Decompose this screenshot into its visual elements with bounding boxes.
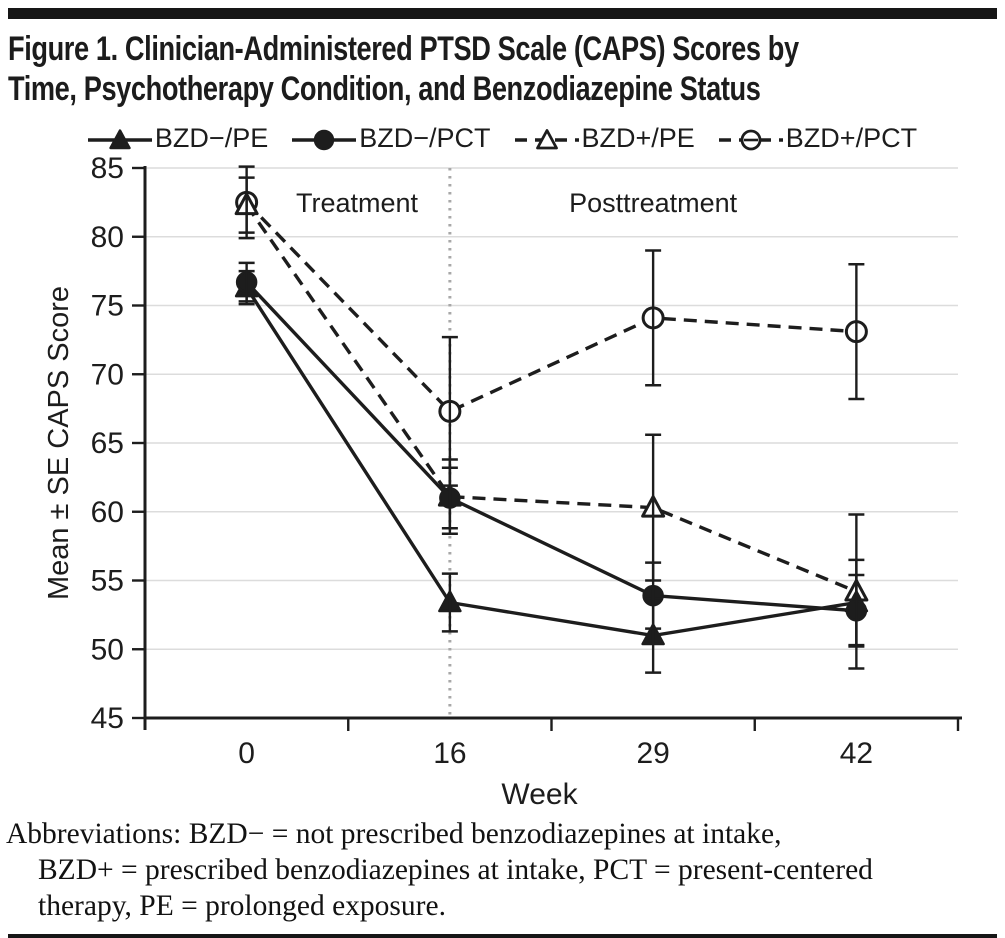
y-tick-label: 50 [91, 633, 124, 666]
legend-marker-bzd-plus-pct-icon [718, 129, 783, 151]
legend-label-bzd-plus-pe: BZD+/PE [581, 123, 695, 154]
legend-label-bzd-plus-pct: BZD+/PCT [785, 123, 918, 154]
x-tick-label: 42 [840, 737, 873, 770]
y-tick-label: 85 [91, 154, 124, 185]
y-axis-ticks-and-labels: 45 50 55 60 65 70 75 80 85 [91, 152, 145, 735]
error-bars [238, 165, 865, 675]
legend-item-bzd-minus-pe: BZD−/PE [87, 123, 269, 154]
abbreviations-line-1: Abbreviations: BZD− = not prescribed ben… [6, 818, 782, 851]
abbreviations-line-2: BZD+ = prescribed benzodiazepines at int… [38, 854, 873, 887]
y-tick-label: 60 [91, 496, 124, 529]
y-tick-label: 45 [91, 702, 124, 735]
bottom-rule [8, 934, 997, 938]
y-tick-label: 65 [91, 427, 124, 460]
x-tick-label: 16 [433, 737, 466, 770]
abbreviations-note: Abbreviations: BZD− = not prescribed ben… [6, 817, 995, 925]
legend-marker-bzd-plus-pe-icon [514, 128, 579, 150]
region-labels: Treatment Posttreatment [296, 188, 738, 218]
legend-marker-bzd-minus-pe-icon [87, 129, 152, 149]
legend-label-bzd-minus-pe: BZD−/PE [154, 123, 269, 154]
legend-label-bzd-minus-pct: BZD−/PCT [359, 123, 491, 154]
figure-title: Figure 1. Clinician-Administered PTSD Sc… [8, 29, 1000, 109]
y-tick-label: 70 [91, 358, 124, 391]
axes [143, 166, 962, 731]
y-axis-title: Mean ± SE CAPS Score [43, 286, 75, 600]
x-tick-label: 0 [238, 737, 255, 770]
legend-item-bzd-minus-pct: BZD−/PCT [292, 123, 491, 154]
series-lines [245, 201, 858, 638]
legend-marker-bzd-minus-pct-icon [292, 129, 357, 150]
chart-legend: BZD−/PE BZD−/PCT BZD+/PE BZD+/PCT [0, 123, 1005, 154]
gridlines [145, 167, 958, 651]
y-tick-label: 75 [91, 290, 124, 323]
legend-item-bzd-plus-pe: BZD+/PE [514, 123, 695, 154]
series-line-bzd-plus-pct [245, 201, 857, 414]
caps-line-chart: Treatment Posttreatment 45 50 55 60 65 70 75 80 85… [0, 152, 1005, 811]
y-axis-title-group: Mean ± SE CAPS Score [43, 286, 75, 600]
figure-1-panel: Figure 1. Clinician-Administered PTSD Sc… [0, 8, 1005, 938]
figure-title-line-2: Time, Psychotherapy Condition, and Benzo… [8, 70, 761, 109]
figure-title-line-1: Figure 1. Clinician-Administered PTSD Sc… [8, 30, 799, 68]
series-line-bzd-minus-pct [245, 281, 857, 613]
x-axis-title: Week [501, 778, 578, 806]
y-tick-label: 80 [91, 221, 124, 254]
treatment-region-label: Treatment [296, 188, 419, 218]
y-tick-label: 55 [91, 565, 124, 598]
x-tick-label: 29 [636, 737, 669, 770]
chart-svg: Treatment Posttreatment 45 50 55 60 65 70 75 80 85… [43, 152, 962, 811]
series-line-bzd-plus-pe [245, 204, 858, 594]
abbreviations-line-3: therapy, PE = prolonged exposure. [38, 890, 446, 923]
series-line-bzd-minus-pe [245, 286, 857, 638]
posttreatment-region-label: Posttreatment [569, 188, 738, 218]
legend-item-bzd-plus-pct: BZD+/PCT [718, 123, 918, 154]
top-rule [8, 8, 997, 19]
x-axis-ticks-and-labels: 0 16 29 42 Week [238, 718, 960, 811]
